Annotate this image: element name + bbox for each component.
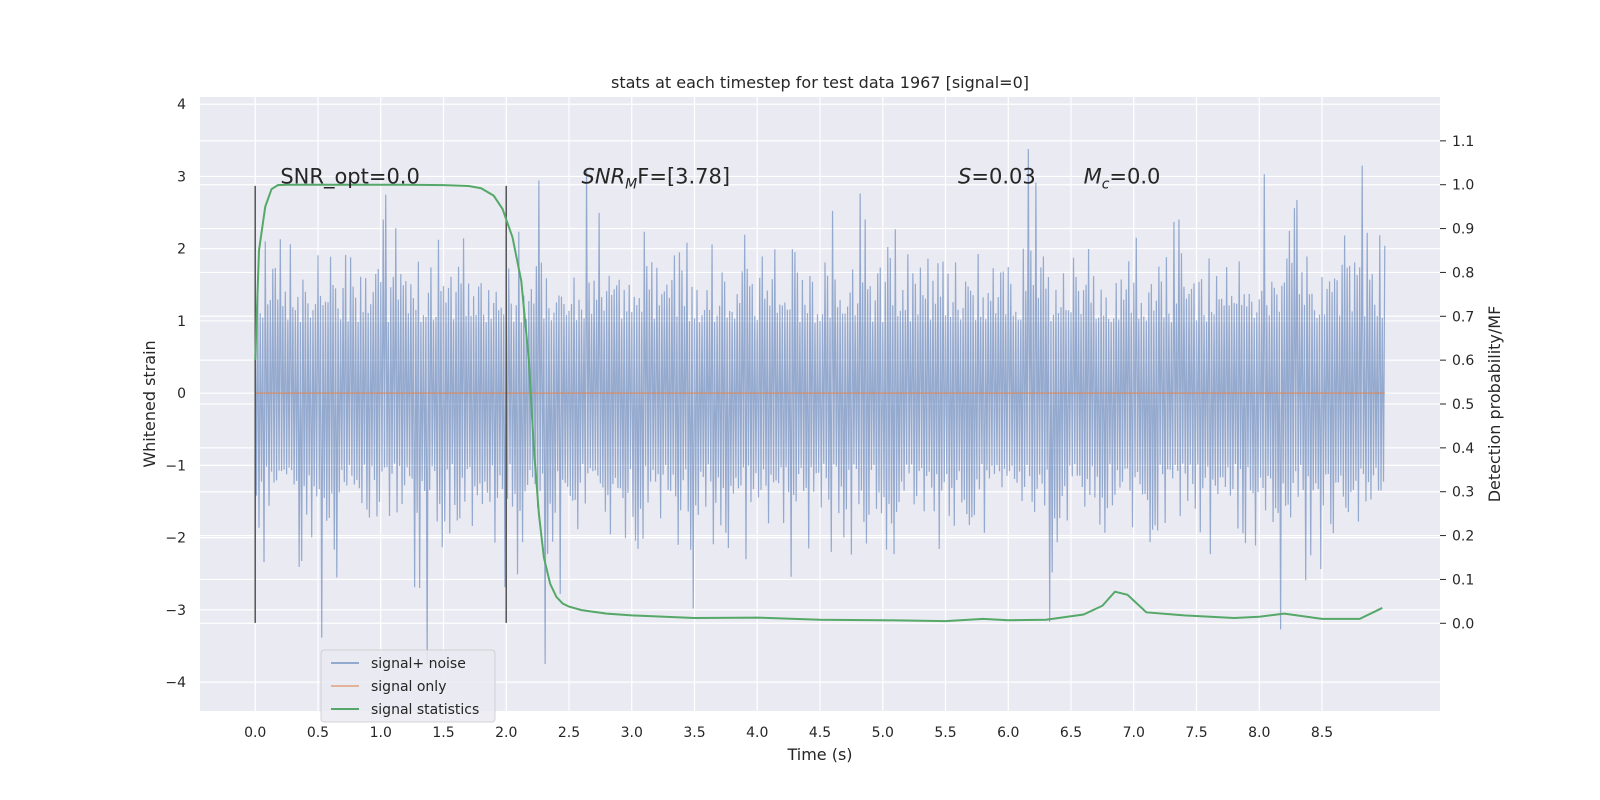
y-tick-label: 2 bbox=[177, 242, 186, 258]
x-tick-label: 6.5 bbox=[1060, 725, 1082, 741]
x-tick-label: 5.5 bbox=[934, 725, 956, 741]
x-tick-label: 8.5 bbox=[1311, 725, 1333, 741]
x-tick-label: 6.0 bbox=[997, 725, 1019, 741]
y-tick-label: −2 bbox=[165, 531, 186, 547]
x-tick-label: 7.0 bbox=[1123, 725, 1145, 741]
chart-title: stats at each timestep for test data 196… bbox=[611, 73, 1029, 92]
annotation-text: S=0.03 bbox=[958, 165, 1036, 189]
y-tick-label: −4 bbox=[165, 675, 186, 691]
annotation-text: SNRMF=[3.78] bbox=[582, 165, 731, 193]
x-tick-label: 4.5 bbox=[809, 725, 831, 741]
x-tick-label: 5.0 bbox=[872, 725, 894, 741]
x-tick-label: 0.0 bbox=[244, 725, 266, 741]
series-signal-statistics-line bbox=[254, 183, 1383, 623]
y-tick-label: 0 bbox=[177, 386, 186, 402]
y2-axis-title: Detection probability/MF bbox=[1485, 306, 1504, 503]
x-axis-title: Time (s) bbox=[786, 745, 852, 764]
y2-tick-label: 0.1 bbox=[1452, 572, 1474, 588]
y2-tick-label: 0.6 bbox=[1452, 353, 1474, 369]
x-tick-label: 4.0 bbox=[746, 725, 768, 741]
y-tick-label: −1 bbox=[165, 458, 186, 474]
y-tick-label: 4 bbox=[177, 97, 186, 113]
y2-tick-label: 0.4 bbox=[1452, 441, 1474, 457]
annotation-text: Mc=0.0 bbox=[1084, 165, 1161, 193]
y-tick-label: −3 bbox=[165, 603, 186, 619]
ticks-layer: 0.0 0.5 1.0 1.5 2.0 2.5 3.0 3.5 4.0 4.5 5.0 5.5 6.0 6… bbox=[165, 97, 1474, 741]
series-signal-noise-line bbox=[254, 149, 1386, 665]
annotation-text: SNR_opt=0.0 bbox=[280, 165, 420, 190]
x-tick-label: 3.5 bbox=[683, 725, 705, 741]
x-tick-label: 1.5 bbox=[432, 725, 454, 741]
annotation-value: F=[3.78] bbox=[637, 165, 730, 189]
legend: signal+ noise signal only signal statist… bbox=[320, 649, 496, 723]
y2-tick-label: 1.0 bbox=[1452, 178, 1474, 194]
annotation-subscript: M bbox=[625, 177, 637, 193]
y2-tick-label: 0.7 bbox=[1452, 309, 1474, 325]
x-tick-label: 7.5 bbox=[1185, 725, 1207, 741]
y-tick-label: 3 bbox=[177, 169, 186, 185]
annotation-subscript: c bbox=[1102, 177, 1110, 193]
y2-tick-label: 0.8 bbox=[1452, 265, 1474, 281]
annotation-symbol: M bbox=[1084, 165, 1102, 189]
y2-tick-label: 1.1 bbox=[1452, 134, 1474, 150]
legend-label-signal-statistics: signal statistics bbox=[371, 702, 479, 718]
legend-box bbox=[320, 649, 496, 723]
x-tick-label: 2.0 bbox=[495, 725, 517, 741]
y2-tick-label: 0.3 bbox=[1452, 485, 1474, 501]
y-tick-label: 1 bbox=[177, 314, 186, 330]
x-tick-label: 0.5 bbox=[307, 725, 329, 741]
annotations-layer: SNR_opt=0.0 SNRMF=[3.78] S=0.03 Mc=0.0 bbox=[280, 165, 1160, 193]
y-axis-title: Whitened strain bbox=[140, 340, 159, 467]
annotation-symbol: S bbox=[958, 165, 971, 189]
x-tick-label: 8.0 bbox=[1248, 725, 1270, 741]
legend-label-signal-only: signal only bbox=[371, 679, 446, 695]
y2-tick-label: 0.0 bbox=[1452, 616, 1474, 632]
plot-area bbox=[254, 149, 1386, 665]
legend-label-signal-noise: signal+ noise bbox=[371, 656, 466, 672]
annotation-value: =0.0 bbox=[1109, 165, 1160, 189]
y2-tick-label: 0.9 bbox=[1452, 222, 1474, 238]
y2-tick-label: 0.5 bbox=[1452, 397, 1474, 413]
y2-tick-label: 0.2 bbox=[1452, 529, 1474, 545]
annotation-symbol: SNR bbox=[582, 165, 626, 189]
x-tick-label: 2.5 bbox=[558, 725, 580, 741]
x-tick-label: 1.0 bbox=[370, 725, 392, 741]
annotation-value: =0.03 bbox=[971, 165, 1035, 189]
x-tick-label: 3.0 bbox=[621, 725, 643, 741]
